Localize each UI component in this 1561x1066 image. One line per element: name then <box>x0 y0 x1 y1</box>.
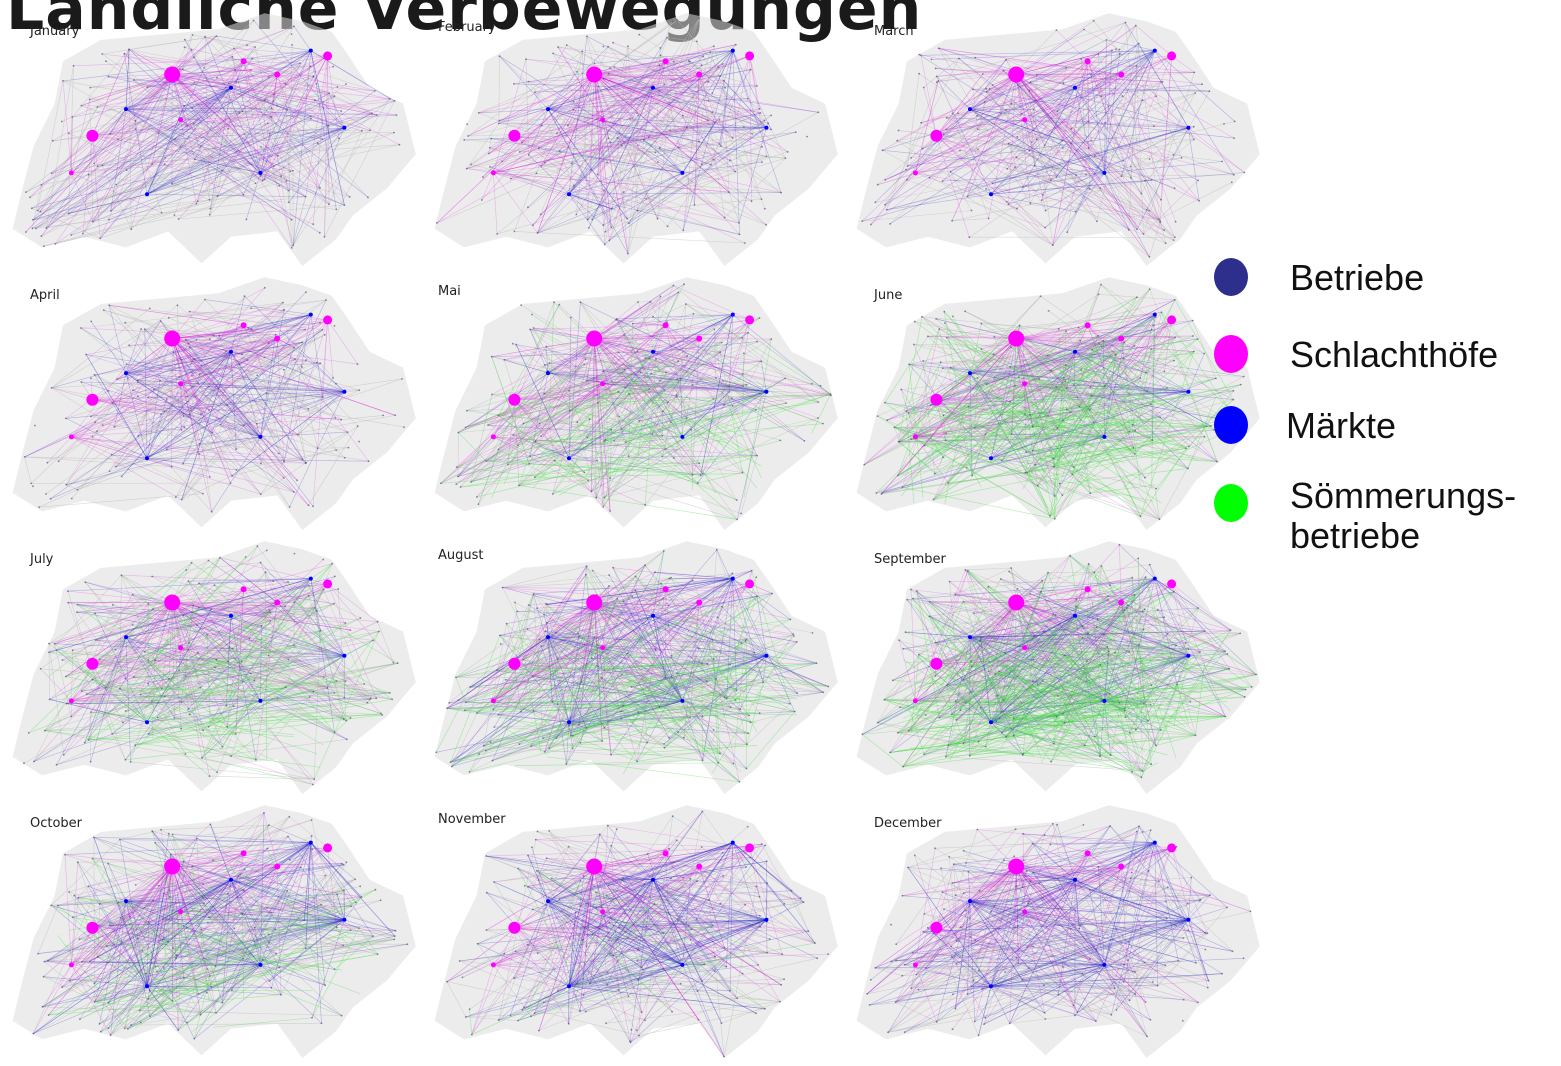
month-label: April <box>30 288 60 303</box>
legend-swatch-maerkte <box>1214 406 1248 444</box>
map-panel-july: July <box>0 536 420 802</box>
map-panel-january: January <box>0 8 420 274</box>
month-label: January <box>30 24 79 39</box>
legend-swatch-schlachthoefe <box>1214 335 1248 373</box>
legend-swatch-betriebe <box>1214 258 1248 296</box>
network-graph <box>0 272 420 538</box>
network-graph <box>0 536 420 802</box>
legend-label-schlachthoefe: Schlachthöfe <box>1290 335 1498 375</box>
territory-area <box>435 805 838 1058</box>
legend-label-soemmerungsbetriebe: Sömmerungs- betriebe <box>1290 476 1516 556</box>
legend-swatch-soemmerungsbetriebe <box>1214 484 1248 522</box>
network-graph <box>422 536 842 802</box>
month-label: December <box>874 816 941 831</box>
map-panel-october: October <box>0 800 420 1066</box>
map-panel-april: April <box>0 272 420 538</box>
network-graph <box>422 8 842 274</box>
month-label: July <box>30 552 53 567</box>
map-panel-june: June <box>844 272 1264 538</box>
map-panel-mai: Mai <box>422 272 842 538</box>
network-graph <box>844 272 1264 538</box>
network-graph <box>0 800 420 1066</box>
month-label: September <box>874 552 946 567</box>
map-panel-december: December <box>844 800 1264 1066</box>
network-graph <box>844 800 1264 1066</box>
legend: Betriebe Schlachthöfe Märkte Sömmerungs-… <box>1210 250 1561 590</box>
map-panel-november: November <box>422 800 842 1066</box>
monthly-network-maps: January February March April Mai June July Augu… <box>0 0 1260 1064</box>
network-graph <box>0 8 420 274</box>
month-label: Mai <box>438 284 461 299</box>
month-label: March <box>874 24 914 39</box>
map-panel-february: February <box>422 8 842 274</box>
map-panel-august: August <box>422 536 842 802</box>
legend-label-betriebe: Betriebe <box>1290 258 1424 298</box>
month-label: June <box>874 288 902 303</box>
month-label: November <box>438 812 506 827</box>
map-panel-march: March <box>844 8 1264 274</box>
network-graph <box>422 272 842 538</box>
network-graph <box>844 536 1264 802</box>
month-label: February <box>438 20 496 35</box>
network-graph <box>844 8 1264 274</box>
month-label: October <box>30 816 82 831</box>
legend-label-maerkte: Märkte <box>1286 406 1396 446</box>
network-graph <box>422 800 842 1066</box>
month-label: August <box>438 548 484 563</box>
map-panel-september: September <box>844 536 1264 802</box>
